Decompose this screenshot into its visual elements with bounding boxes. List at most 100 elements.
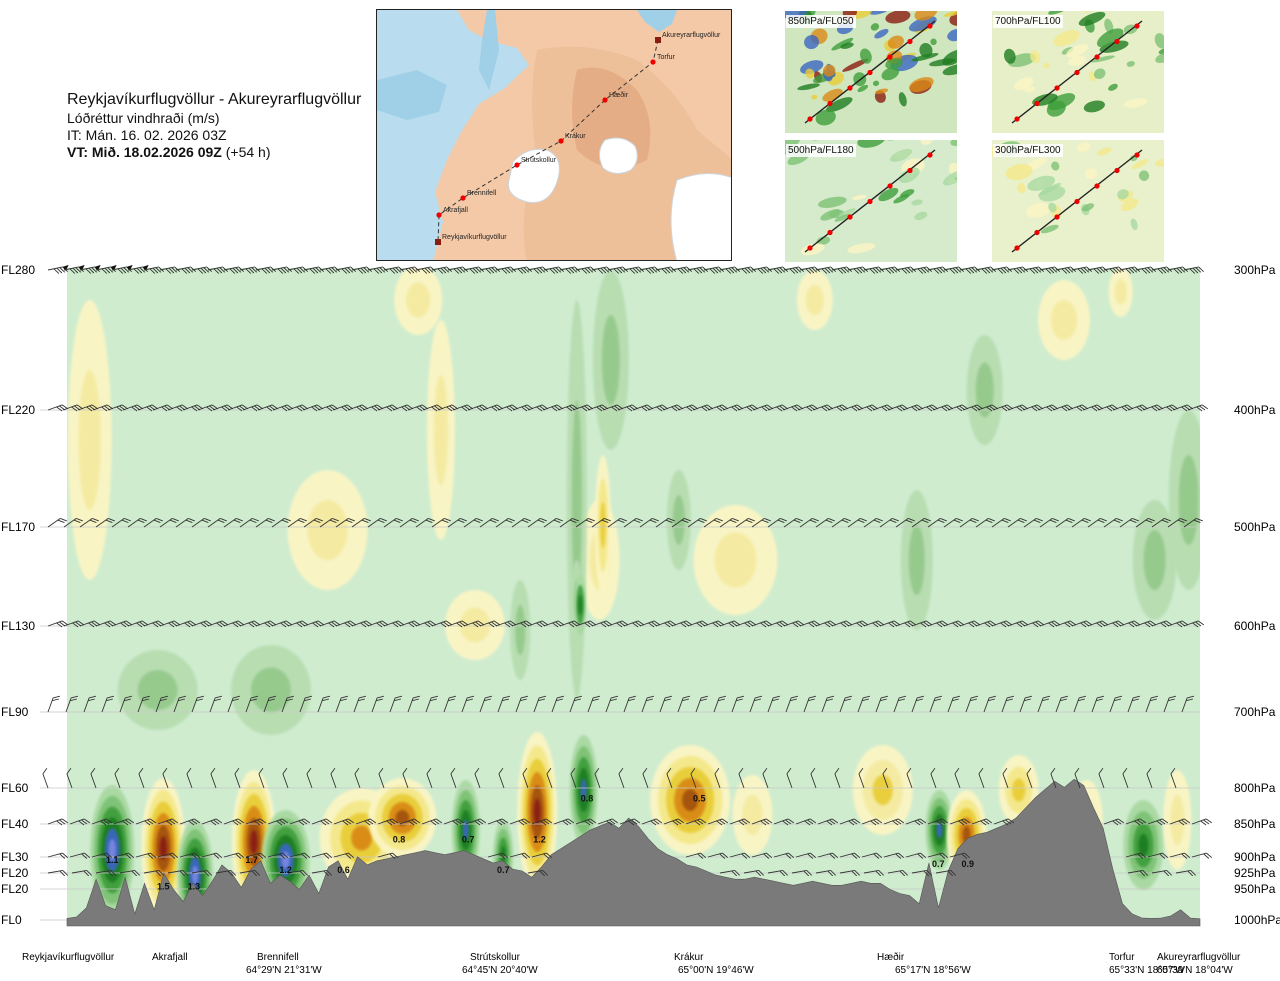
barb-feather (610, 695, 619, 699)
barb-feather (347, 621, 354, 627)
barb-feather (917, 268, 924, 274)
barb-feather (861, 620, 869, 626)
barb-feather (574, 695, 583, 699)
barb-feather (1019, 267, 1026, 273)
wind-barb (227, 695, 241, 713)
barb-feather (618, 767, 624, 775)
barb-feather (766, 852, 773, 859)
wind-barb (303, 517, 323, 528)
barb-feather (127, 818, 135, 824)
barb-feather (926, 406, 933, 412)
barb-feather (155, 621, 162, 627)
barb-feather (90, 767, 96, 775)
barb-feather (924, 517, 931, 522)
barb-feather (906, 767, 912, 775)
barb-feather (51, 698, 60, 702)
barb-feather (821, 268, 828, 274)
barb-feather (249, 519, 257, 524)
barb-feather (699, 818, 707, 824)
barb-staff (90, 773, 97, 789)
wind-barb (1135, 620, 1157, 628)
barb-feather (447, 698, 456, 702)
barb-feather (733, 620, 741, 626)
barb-staff (882, 773, 889, 789)
barb-feather (747, 621, 754, 627)
barb-feather (961, 819, 968, 825)
wind-barb (330, 767, 337, 789)
barb-feather (363, 621, 370, 627)
barb-feather (1132, 517, 1139, 522)
barb-feather (205, 620, 213, 626)
wind-barb (367, 517, 387, 528)
barb-feather (376, 622, 383, 628)
wind-barb (95, 620, 117, 628)
barb-feather (59, 853, 66, 859)
barb-feather (60, 517, 67, 522)
barb-feather (258, 767, 264, 775)
barb-feather (1168, 695, 1177, 699)
wind-barb (258, 767, 265, 789)
wind-barb (893, 695, 907, 713)
barb-feather (339, 698, 348, 702)
wind-barb (863, 517, 883, 528)
barb-feather (326, 852, 333, 859)
wind-barb (179, 818, 201, 826)
barb-feather (683, 267, 690, 273)
wind-barb (113, 852, 135, 859)
barb-feather (235, 621, 242, 627)
inset-contour (930, 38, 937, 46)
wind-barb (639, 266, 661, 274)
waypoint-marker (514, 162, 520, 168)
barb-feather (474, 820, 481, 826)
wind-barb (971, 818, 993, 826)
barb-feather (1198, 266, 1205, 273)
barb-feather (181, 268, 188, 274)
barb-feather (611, 406, 618, 412)
value-label: 0.7 (497, 865, 510, 875)
wind-barb (495, 620, 517, 628)
barb-feather (930, 767, 936, 775)
barb-feather (795, 267, 802, 273)
barb-feather (297, 519, 305, 524)
barb-feather (169, 819, 176, 825)
barb-feather (1016, 267, 1023, 274)
wind-barb (685, 818, 707, 826)
barb-feather (980, 820, 987, 826)
field-contour (578, 595, 583, 615)
barb-feather (1114, 695, 1123, 699)
wind-barb (872, 404, 894, 412)
barb-staff (1122, 773, 1129, 789)
value-label: 1.3 (188, 881, 201, 891)
barb-feather (556, 695, 565, 699)
barb-feather (184, 267, 191, 274)
wind-barb (575, 818, 597, 826)
barb-feather (86, 406, 93, 412)
wind-barb (127, 620, 149, 628)
wind-barb (959, 517, 979, 528)
barb-feather (123, 621, 130, 627)
value-label: 0.6 (337, 865, 350, 875)
barb-feather (1160, 622, 1167, 628)
inset-contour (800, 60, 824, 74)
barb-feather (758, 870, 765, 876)
lowlevel-cell (852, 745, 913, 835)
inset-waypoint (887, 183, 893, 189)
wind-barb (863, 869, 885, 877)
barb-feather (895, 853, 902, 859)
wind-barb (559, 620, 581, 628)
barb-feather (1181, 620, 1189, 626)
wind-barb (815, 620, 837, 628)
barb-feather (875, 621, 882, 627)
barb-feather (57, 519, 65, 524)
barb-feather (216, 622, 223, 628)
barb-feather (611, 818, 619, 824)
barb-feather (1077, 268, 1084, 274)
wind-barb (335, 517, 355, 528)
barb-feather (988, 695, 997, 699)
barb-feather (854, 870, 861, 876)
inset-contour (1043, 62, 1050, 69)
field-contour (601, 315, 620, 405)
barb-feather (1064, 622, 1071, 628)
inset-waypoint (1094, 54, 1100, 60)
barb-feather (956, 406, 963, 412)
